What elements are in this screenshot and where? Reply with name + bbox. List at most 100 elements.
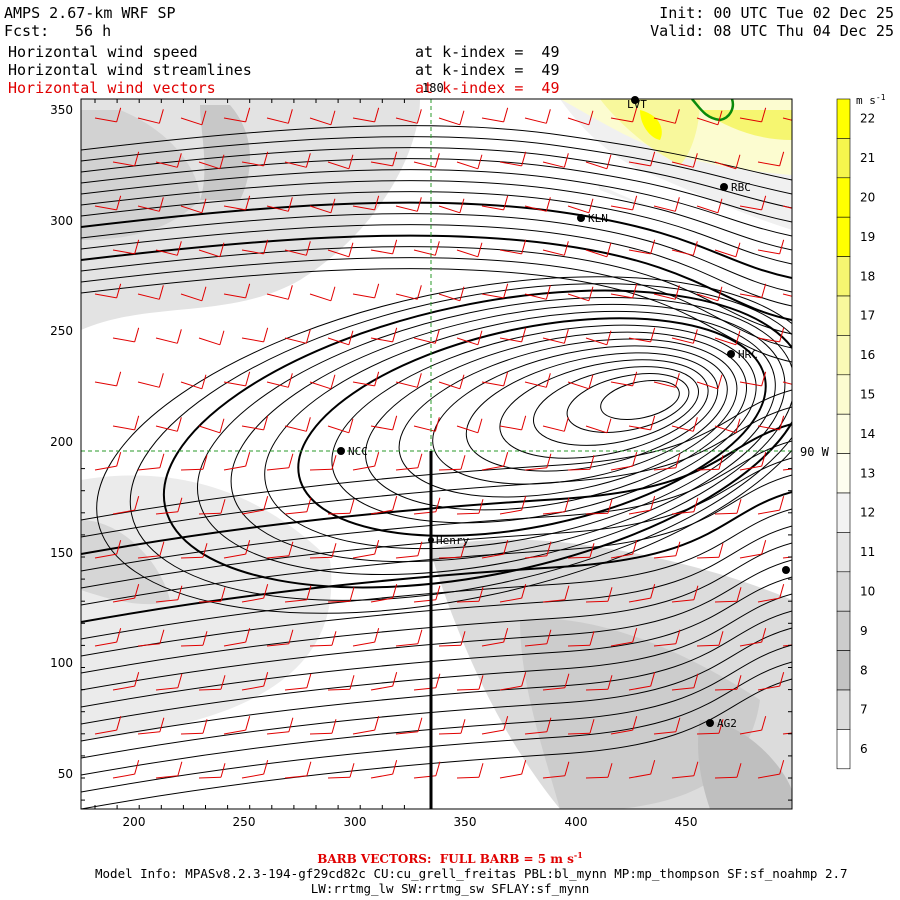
model-info-2: LW:rrtmg_lw SW:rrtmg_sw SFLAY:sf_mynn — [310, 881, 590, 896]
wind-barb-feather — [392, 327, 398, 342]
wind-barb-feather — [176, 417, 182, 432]
wind-barb-feather — [330, 374, 336, 389]
streamline-loop — [465, 352, 719, 472]
wind-barb-feather — [761, 195, 767, 210]
wind-barb — [137, 555, 160, 559]
streamline — [81, 525, 792, 657]
colorbar-level-label: 11 — [860, 545, 875, 559]
wind-barb-feather — [158, 373, 164, 388]
wind-barb — [542, 337, 565, 344]
wind-barb — [223, 641, 246, 647]
x-tick-label: 200 — [123, 815, 146, 829]
wind-barb-feather — [331, 455, 337, 470]
wind-barb-feather — [434, 153, 440, 168]
wind-barb — [628, 425, 651, 431]
wind-barb-feather — [459, 286, 465, 301]
field-3-name: Horizontal wind vectors — [8, 79, 216, 97]
wind-barb-feather — [545, 197, 551, 212]
wind-barb-feather — [416, 285, 422, 300]
wind-barb-feather — [503, 195, 509, 210]
wind-barb — [714, 512, 738, 515]
wind-barb-feather — [675, 629, 681, 644]
station-lvt-label: LVT — [627, 98, 647, 111]
station-kln-dot — [577, 214, 585, 222]
wind-barb-feather — [348, 242, 354, 257]
wind-barb — [610, 205, 633, 211]
x-tick-label: 250 — [233, 815, 256, 829]
wind-barb — [241, 425, 264, 431]
wind-barb — [671, 775, 694, 779]
wind-barb-feather — [245, 195, 251, 210]
streamline — [81, 213, 792, 293]
wind-barb-feather — [245, 107, 251, 122]
wind-barb — [714, 249, 737, 258]
wind-barb-feather — [674, 373, 680, 388]
streamline — [81, 610, 792, 742]
streamline — [81, 234, 792, 321]
wind-barb — [739, 117, 762, 123]
wind-barb — [524, 381, 547, 388]
wind-barb — [413, 161, 436, 168]
wind-barb-feather — [477, 418, 483, 433]
wind-barb — [567, 556, 591, 559]
wind-barb — [155, 775, 178, 779]
field-1-name: Horizontal wind speed — [8, 43, 198, 61]
wind-barb — [309, 556, 333, 559]
wind-barb-feather — [607, 587, 613, 602]
wind-barb-feather — [348, 418, 354, 433]
station-ag2-label: AG2 — [717, 717, 737, 730]
wind-barb — [94, 729, 117, 735]
wind-barb — [352, 553, 375, 559]
wind-barb — [481, 553, 504, 559]
wind-barb — [671, 687, 694, 691]
streamline — [81, 457, 792, 589]
wind-barb-feather — [134, 496, 140, 511]
streamline-loop — [600, 380, 680, 420]
wind-barb — [155, 511, 178, 515]
wind-barb-feather — [761, 628, 767, 643]
wind-barb-feather — [263, 151, 269, 166]
streamline — [81, 559, 792, 691]
wind-barb — [610, 641, 633, 647]
wind-barb-feather — [374, 628, 380, 643]
wind-barb-feather — [735, 154, 741, 169]
wind-barb — [94, 117, 117, 123]
wind-barb-feather — [374, 283, 380, 298]
wind-barb-feather — [116, 540, 122, 555]
wind-barb — [671, 599, 694, 603]
wind-barb — [180, 293, 203, 302]
wind-barb-feather — [288, 629, 294, 644]
wind-barb — [610, 117, 633, 123]
streamline — [81, 423, 792, 555]
wind-barb-feather — [434, 241, 440, 256]
wind-barb — [739, 553, 762, 559]
wind-barb — [542, 599, 565, 603]
wind-barb — [266, 643, 289, 647]
wind-barb-feather — [675, 717, 681, 732]
wind-barb-feather — [804, 197, 808, 211]
wind-barb-feather — [460, 719, 466, 734]
wind-barb-feather — [392, 760, 398, 775]
wind-barb — [352, 205, 375, 211]
wind-barb — [413, 337, 436, 344]
wind-barb-feather — [263, 327, 269, 342]
colorbar: 22 21 20 19 18 17 16 15 14 13 12 11 10 9 8 7 6 — [836, 98, 875, 770]
wind-barb-feather — [306, 497, 312, 512]
wind-barb-feather — [201, 374, 207, 389]
model-info: Model Info: MPASv8.2.3-194-gf29cd82c CU:… — [95, 866, 848, 881]
wind-barb-feather — [588, 110, 594, 125]
wind-barb-feather — [779, 496, 785, 511]
wind-barb-feather — [374, 540, 380, 555]
wind-barb — [198, 337, 221, 346]
wind-barb — [137, 643, 160, 647]
colorbar-swatch — [836, 374, 851, 415]
wind-barb — [671, 161, 694, 168]
wind-barb — [266, 555, 289, 559]
wind-barb — [567, 117, 590, 126]
wind-barb-feather — [503, 628, 509, 643]
wind-barb — [180, 381, 203, 390]
wind-barb — [481, 205, 504, 211]
wind-barb — [309, 117, 332, 126]
wind-barb-feather — [349, 763, 355, 778]
wind-barb-feather — [478, 587, 484, 602]
